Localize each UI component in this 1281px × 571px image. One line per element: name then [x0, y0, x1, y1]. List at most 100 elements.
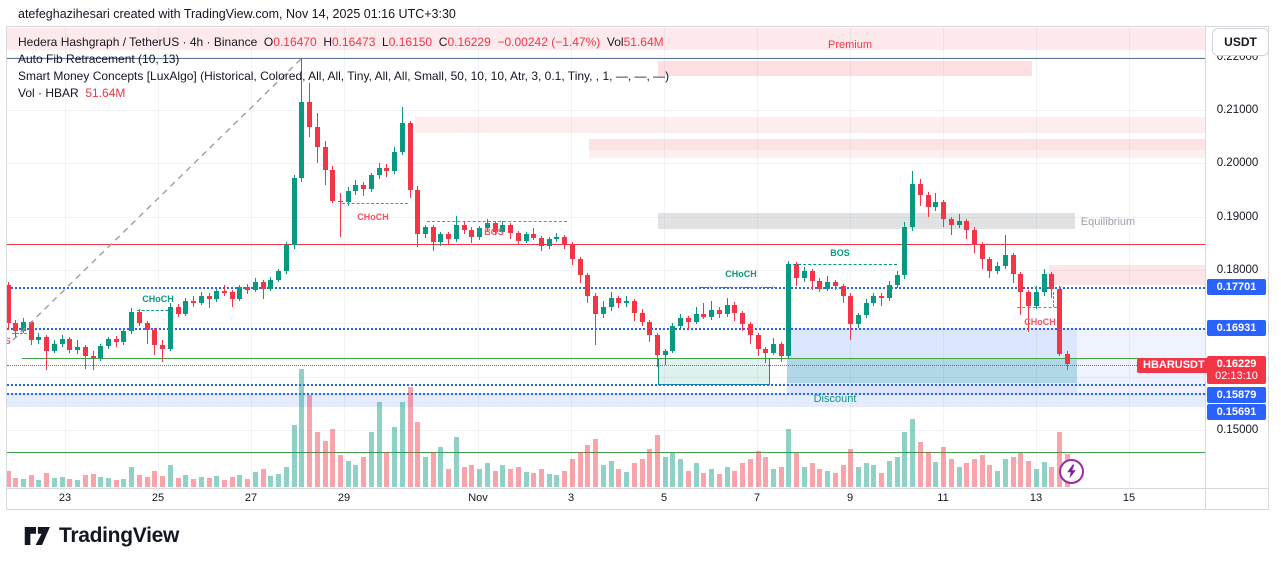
price-axis[interactable]: 0.22000 0.21000 0.20000 0.19000 0.18000 0.150…	[1206, 26, 1269, 488]
volume-bar	[979, 455, 985, 487]
candle-wick	[703, 303, 705, 320]
candle	[848, 295, 854, 325]
candle-wick	[595, 293, 597, 345]
candle	[871, 295, 877, 304]
time-tick-label: 15	[1122, 492, 1136, 504]
gridline-vertical	[664, 27, 665, 488]
demand-teal-strip	[787, 358, 1077, 383]
candle	[763, 348, 769, 353]
symbol-ohlc-legend[interactable]: Hedera Hashgraph / TetherUS · 4h · Binan…	[18, 36, 664, 49]
indicator-legend-autofib[interactable]: Auto Fib Retracement (10, 13)	[18, 52, 180, 66]
volume-bar	[276, 474, 282, 487]
volume-bar	[1049, 467, 1055, 487]
supply-box-2	[1049, 265, 1205, 285]
volume-bar	[724, 467, 730, 487]
chart-label-bos: BOS	[830, 248, 850, 258]
structure-dashed-line-vertical	[1053, 292, 1054, 307]
candle	[1018, 274, 1024, 293]
candle	[82, 347, 88, 357]
attribution-text: atefeghazihesari created with TradingVie…	[18, 7, 456, 21]
candle	[183, 300, 189, 314]
lightning-icon[interactable]	[1058, 458, 1085, 485]
volume-bar	[415, 422, 421, 487]
candle	[1033, 292, 1039, 307]
volume-bar	[214, 476, 220, 487]
candle	[546, 239, 552, 246]
time-tick-label: 25	[151, 492, 165, 504]
candle	[44, 336, 50, 352]
candle	[724, 304, 730, 314]
candle	[492, 223, 498, 232]
candle	[856, 315, 862, 325]
volume-bar	[376, 402, 382, 487]
candle	[964, 220, 970, 230]
candle	[770, 343, 776, 353]
candle	[415, 189, 421, 234]
volume-bar	[523, 472, 529, 487]
volume-bar	[167, 465, 173, 487]
volume-bar	[670, 453, 676, 487]
chart-plot-area[interactable]: Premium Equilibrium Discount CHoCH CHoCH BOS C…	[7, 27, 1205, 488]
time-tick-label: Nov	[468, 492, 488, 504]
price-tick-label: 0.21000	[1216, 104, 1259, 116]
candle-wick	[1028, 290, 1030, 333]
structure-dashed-line	[137, 310, 173, 311]
price-axis-separator	[1205, 26, 1206, 510]
candle	[276, 271, 282, 280]
volume-bar	[716, 474, 722, 487]
gridline-horizontal	[7, 269, 1205, 271]
candle	[20, 322, 26, 332]
candle	[453, 224, 459, 240]
volume-bar	[987, 465, 993, 487]
volume-bar	[59, 477, 65, 487]
time-axis[interactable]: 23 25 27 29 Nov 3 5 7 9 11 13 15	[6, 489, 1205, 510]
candle	[446, 233, 452, 240]
legend-segment: H	[323, 35, 332, 49]
candle	[863, 303, 869, 316]
candle-wick	[339, 192, 341, 237]
candle	[647, 322, 653, 336]
level-15691	[7, 393, 1205, 395]
time-tick-label: 27	[244, 492, 258, 504]
currency-toggle-button[interactable]: USDT	[1212, 28, 1269, 56]
volume-bar	[183, 475, 189, 487]
time-tick-label: 3	[567, 492, 575, 504]
volume-bar	[106, 478, 112, 487]
chart-label-choch: CHoCH	[725, 269, 757, 279]
legend-segment: 0.16473	[331, 35, 383, 49]
candle	[75, 347, 81, 350]
gridline-vertical	[251, 27, 252, 488]
current-price-line	[7, 365, 1205, 366]
equilibrium-band	[658, 213, 1075, 229]
candle	[322, 147, 328, 170]
volume-bar	[407, 387, 413, 487]
candle	[407, 123, 413, 190]
indicator-legend-smc[interactable]: Smart Money Concepts [LuxAlgo] (Historic…	[18, 69, 670, 83]
candle	[175, 306, 181, 314]
volume-bar	[268, 476, 274, 487]
candle	[531, 233, 537, 238]
fib-1-line	[7, 58, 1205, 59]
candle	[368, 175, 374, 189]
current-price-badge: 0.16229 02:13:10	[1207, 356, 1266, 384]
candle	[361, 184, 367, 189]
volume-bar	[361, 457, 367, 487]
candle	[13, 323, 19, 332]
candle	[523, 233, 529, 241]
tradingview-logo-text: TradingView	[59, 524, 180, 547]
volume-bar	[353, 465, 359, 487]
candle	[616, 297, 622, 304]
time-tick-label: 13	[1029, 492, 1043, 504]
indicator-legend-volume[interactable]: Vol · HBAR 51.64M	[18, 87, 125, 100]
volume-bar	[129, 467, 135, 487]
candle	[191, 300, 197, 304]
candle	[948, 219, 954, 225]
chart-frame	[6, 26, 1269, 510]
price-tick-label: 0.19000	[1216, 210, 1259, 223]
candle	[794, 263, 800, 278]
tradingview-logo[interactable]: TradingView	[24, 524, 179, 548]
time-tick-label: 11	[937, 492, 949, 504]
candle	[144, 323, 150, 330]
candle	[670, 325, 676, 352]
candle-wick	[1004, 235, 1006, 269]
